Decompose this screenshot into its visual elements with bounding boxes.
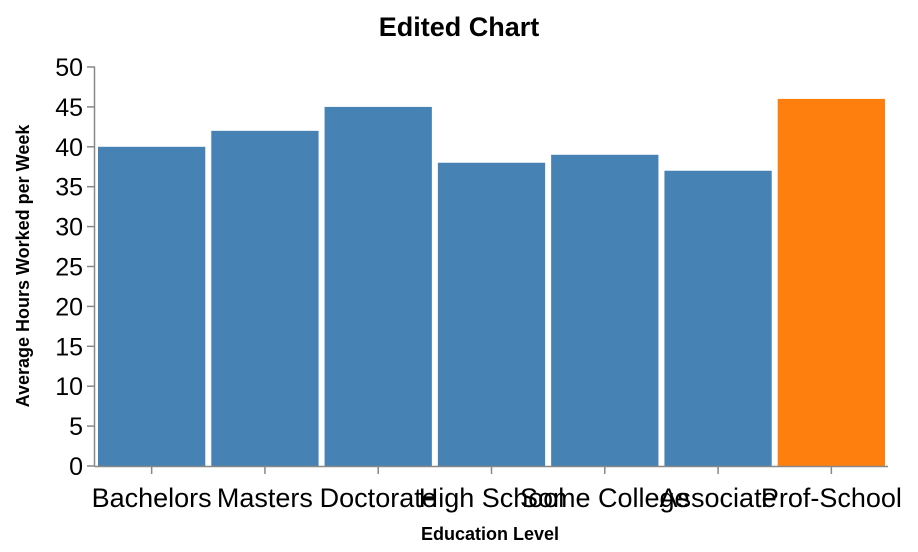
x-axis-title: Education Level: [421, 524, 559, 544]
x-tick-label: Doctorate: [320, 483, 437, 513]
x-tick-label: Bachelors: [92, 483, 212, 513]
y-tick-label: 35: [55, 174, 83, 202]
y-tick-label: 25: [55, 254, 83, 282]
y-axis-title: Average Hours Worked per Week: [13, 124, 33, 408]
bars-group: [98, 98, 885, 467]
x-tick-label: Masters: [217, 483, 313, 513]
y-axis: 0 5 10 15 20 25 30 35 40 45 50: [55, 54, 96, 481]
x-tick-label: Associate: [660, 483, 777, 513]
y-tick-label: 40: [55, 134, 83, 162]
y-tick-label: 30: [55, 214, 83, 242]
bar-bachelors: [98, 146, 206, 467]
chart-title: Edited Chart: [379, 12, 540, 42]
y-tick-label: 0: [69, 453, 83, 481]
x-tick-label: Prof-School: [761, 483, 902, 513]
y-tick-label: 50: [55, 54, 83, 82]
bar-high-school: [437, 162, 546, 466]
bar-prof-school: [777, 98, 885, 467]
x-tick-label: High School: [419, 483, 565, 513]
bar-masters: [211, 130, 319, 466]
bar-doctorate: [324, 106, 432, 467]
y-tick-label: 5: [69, 413, 83, 441]
bar-associate: [664, 170, 772, 467]
x-tick-label: Some College: [520, 483, 690, 513]
y-tick-label: 15: [55, 333, 83, 361]
bar-some-college: [551, 154, 659, 466]
y-tick-label: 20: [55, 293, 83, 321]
y-tick-label: 10: [55, 373, 83, 401]
y-tick-label: 45: [55, 94, 83, 122]
